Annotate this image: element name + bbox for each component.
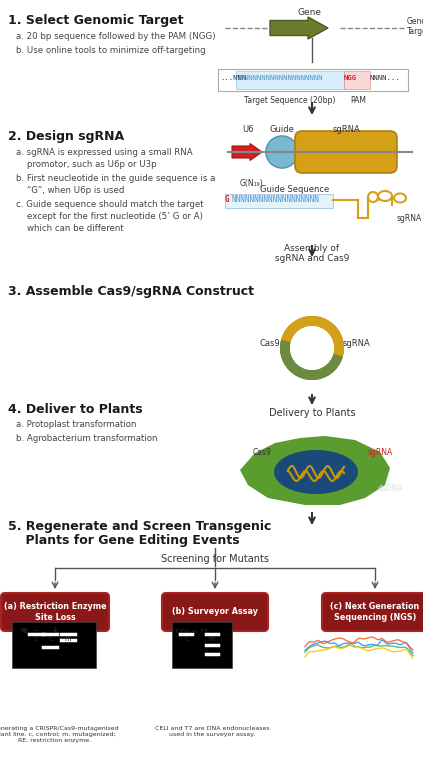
Text: –: –	[34, 626, 38, 635]
FancyBboxPatch shape	[1, 593, 109, 631]
Text: Plants for Gene Editing Events: Plants for Gene Editing Events	[8, 534, 239, 547]
FancyBboxPatch shape	[218, 69, 408, 91]
Text: +: +	[51, 626, 57, 635]
FancyArrow shape	[232, 143, 262, 161]
Text: Gene: Gene	[298, 8, 322, 17]
Text: 5. Regenerate and Screen Transgenic: 5. Regenerate and Screen Transgenic	[8, 520, 272, 533]
Text: (a) Restriction Enzyme
Site Loss: (a) Restriction Enzyme Site Loss	[4, 602, 106, 622]
Text: sgRNA: sgRNA	[367, 448, 393, 457]
Text: promotor, such as U6p or U3p: promotor, such as U6p or U3p	[16, 160, 157, 169]
Text: CELI or T7: CELI or T7	[176, 629, 208, 634]
Text: Generating a CRISPR/Cas9-mutagenised
plant line. c, control; m, mutagenized;
RE,: Generating a CRISPR/Cas9-mutagenised pla…	[0, 726, 118, 742]
Text: sgRNA: sgRNA	[342, 339, 370, 349]
Text: CELI and T7 are DNA endonucleases
used in the surveyor assay.: CELI and T7 are DNA endonucleases used i…	[155, 726, 269, 737]
Text: Genomic
Target: Genomic Target	[407, 17, 423, 37]
Text: NGG: NGG	[344, 75, 357, 81]
Text: dsDNA: dsDNA	[378, 484, 404, 493]
Text: U6: U6	[242, 125, 254, 134]
Text: Guide: Guide	[269, 125, 294, 134]
Text: “G”, when U6p is used: “G”, when U6p is used	[16, 186, 124, 195]
Text: sgRNA: sgRNA	[332, 125, 360, 134]
Text: a. sgRNA is expressed using a small RNA: a. sgRNA is expressed using a small RNA	[16, 148, 192, 157]
Text: c: c	[184, 636, 188, 642]
Text: Guide Sequence: Guide Sequence	[261, 185, 330, 194]
Text: (c) Next Generation
Sequencing (NGS): (c) Next Generation Sequencing (NGS)	[330, 602, 420, 622]
Text: Cas9: Cas9	[253, 448, 272, 457]
Text: 4. Deliver to Plants: 4. Deliver to Plants	[8, 403, 143, 416]
Text: c. Guide sequence should match the target: c. Guide sequence should match the targe…	[16, 200, 203, 209]
Text: a. 20 bp sequence followed by the PAM (NGG): a. 20 bp sequence followed by the PAM (N…	[16, 32, 215, 41]
Text: G: G	[225, 195, 230, 205]
Text: PAM: PAM	[350, 96, 366, 105]
Bar	[12, 622, 96, 668]
Polygon shape	[280, 316, 344, 380]
Bar	[236, 71, 344, 89]
Text: Target Sequence (20bp): Target Sequence (20bp)	[244, 96, 336, 105]
Text: m: m	[209, 636, 215, 642]
FancyBboxPatch shape	[295, 131, 397, 173]
Polygon shape	[240, 436, 390, 505]
Text: G(N₁₉): G(N₁₉)	[240, 179, 264, 188]
Text: m: m	[65, 636, 71, 642]
Text: b. Use online tools to minimize off-targeting: b. Use online tools to minimize off-targ…	[16, 46, 206, 55]
Text: ...NNN: ...NNN	[220, 75, 246, 81]
Text: c: c	[34, 636, 38, 642]
Bar	[225, 194, 333, 208]
Text: 2. Design sgRNA: 2. Design sgRNA	[8, 130, 124, 143]
Text: except for the first nucleotide (5’ G or A): except for the first nucleotide (5’ G or…	[16, 212, 203, 221]
FancyBboxPatch shape	[162, 593, 268, 631]
FancyBboxPatch shape	[322, 593, 423, 631]
Text: b. Agrobacterium transformation: b. Agrobacterium transformation	[16, 434, 157, 443]
Bar	[344, 71, 370, 89]
Text: 1. Select Genomic Target: 1. Select Genomic Target	[8, 14, 184, 27]
Text: RE: RE	[20, 628, 29, 634]
Text: (b) Surveyor Assay: (b) Surveyor Assay	[172, 607, 258, 617]
Text: a. Protoplast transformation: a. Protoplast transformation	[16, 420, 137, 429]
Text: Cas9: Cas9	[260, 339, 280, 349]
Text: NNNN...: NNNN...	[369, 75, 400, 81]
Text: Assembly of
sgRNA and Cas9: Assembly of sgRNA and Cas9	[275, 244, 349, 264]
Text: sgRNA: sgRNA	[397, 214, 422, 223]
Text: NNNNNNNNNNNNNNNNNNN: NNNNNNNNNNNNNNNNNNN	[231, 195, 319, 205]
Text: which can be different: which can be different	[16, 224, 124, 233]
Bar	[172, 622, 232, 668]
Text: Delivery to Plants: Delivery to Plants	[269, 408, 355, 418]
Ellipse shape	[274, 450, 358, 494]
Circle shape	[266, 136, 298, 168]
Polygon shape	[280, 339, 343, 380]
Text: 3. Assemble Cas9/sgRNA Construct: 3. Assemble Cas9/sgRNA Construct	[8, 285, 254, 298]
Text: b. First neucleotide in the guide sequence is a: b. First neucleotide in the guide sequen…	[16, 174, 215, 183]
Text: Screening for Mutants: Screening for Mutants	[161, 554, 269, 564]
Polygon shape	[290, 326, 334, 370]
FancyArrow shape	[270, 17, 328, 39]
Polygon shape	[281, 316, 344, 356]
Polygon shape	[290, 326, 334, 370]
Text: c: c	[48, 636, 52, 642]
Text: NNNNNNNNNNNNNNNNNNNN: NNNNNNNNNNNNNNNNNNNN	[236, 75, 324, 81]
